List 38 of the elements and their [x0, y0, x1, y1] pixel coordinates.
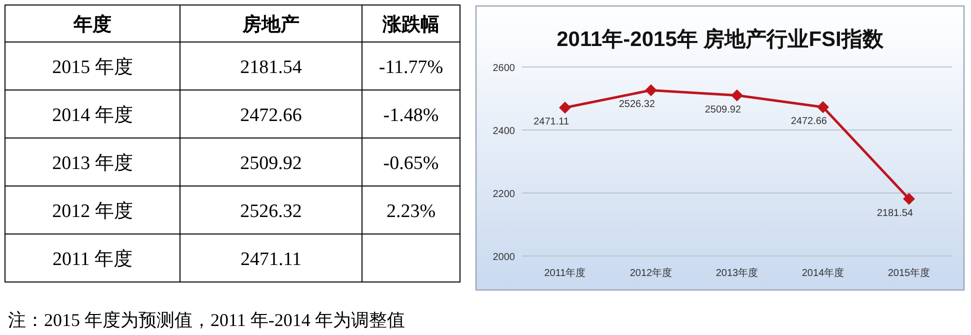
x-tick-label: 2013年度: [716, 267, 758, 279]
y-tick-label: 2011 年度: [52, 248, 133, 270]
text: 注：2015 年度为预测值，2011 年-2014 年为调整值: [8, 310, 405, 330]
point: [903, 192, 915, 205]
y-tick-label: 2400: [492, 126, 516, 137]
y-tick-label: 2015 年度: [52, 56, 133, 78]
point: [817, 101, 829, 114]
x-tick-label: 2014年度: [802, 267, 844, 279]
y-tick-label: 2013 年度: [52, 152, 133, 174]
y-axis-title: 年度: [72, 14, 112, 36]
data-label: 2472.66: [790, 116, 828, 128]
text: 2471.11: [240, 249, 302, 270]
y-tick-label: 2200: [492, 189, 516, 200]
chart-title: 2011年-2015年 房地产行业FSI指数: [556, 27, 884, 51]
x-tick-label: 房地产: [242, 14, 300, 36]
x-tick-label: 2012年度: [630, 267, 672, 279]
point: [559, 102, 571, 114]
y-tick-label: 2012 年度: [52, 200, 133, 222]
text: -1.48%: [383, 105, 439, 126]
x-tick-label: 涨跌幅: [382, 14, 440, 36]
text: 2509.92: [240, 153, 302, 174]
text: -0.65%: [383, 153, 439, 174]
point: [731, 89, 743, 102]
text: 2181.54: [240, 57, 302, 78]
data-label: 2526.32: [618, 99, 656, 110]
text: -11.77%: [378, 57, 444, 78]
text: 2.23%: [386, 201, 436, 222]
x-tick-label: 2015年度: [888, 267, 930, 279]
text: 2472.66: [240, 105, 302, 126]
y-tick-label: 2600: [492, 63, 516, 74]
text: 2526.32: [240, 201, 302, 222]
x-tick-label: 2011年度: [544, 267, 586, 279]
data-label: 2471.11: [534, 116, 570, 128]
data-label: 2181.54: [876, 208, 914, 219]
point: [645, 84, 657, 96]
data-label: 2509.92: [704, 104, 742, 116]
y-tick-label: 2014 年度: [52, 104, 133, 126]
y-tick-label: 2000: [492, 252, 516, 263]
